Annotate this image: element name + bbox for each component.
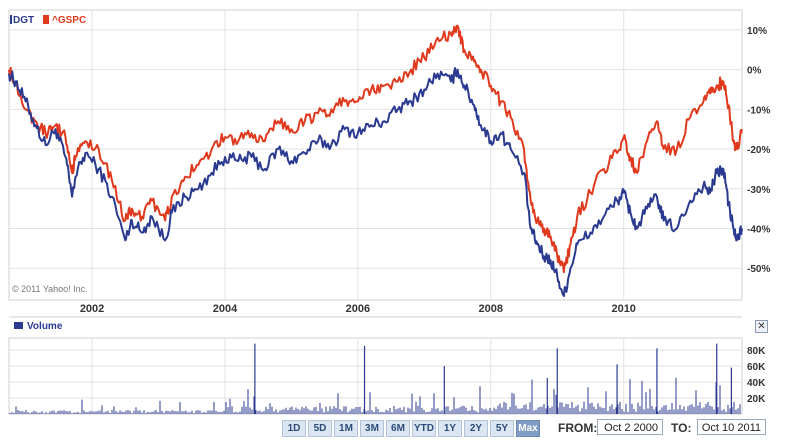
y-tick-label: -40%: [747, 224, 770, 235]
range-button-max[interactable]: Max: [516, 420, 540, 437]
range-button-1y[interactable]: 1Y: [438, 420, 462, 437]
legend-gspc: ^GSPC: [52, 15, 86, 26]
range-button-2y[interactable]: 2Y: [464, 420, 488, 437]
to-date-input[interactable]: Oct 10 2011: [697, 419, 766, 435]
range-button-3m[interactable]: 3M: [360, 420, 384, 437]
main-plot-area: [8, 9, 743, 301]
volume-plot-area: [8, 337, 743, 415]
range-button-5y[interactable]: 5Y: [490, 420, 514, 437]
legend-dgt: DGT: [13, 15, 34, 26]
legend-swatch-gspc: [43, 15, 49, 24]
to-label: TO:: [671, 421, 692, 435]
x-tick-label: 2010: [611, 303, 635, 315]
y-tick-label: 10%: [747, 26, 767, 37]
range-button-1d[interactable]: 1D: [282, 420, 306, 437]
x-tick-label: 2008: [479, 303, 503, 315]
range-button-5d[interactable]: 5D: [308, 420, 332, 437]
x-tick-label: 2006: [346, 303, 370, 315]
range-button-1m[interactable]: 1M: [334, 420, 358, 437]
volume-y-tick-label: 80K: [747, 346, 766, 357]
series-line-gspc: [8, 24, 743, 274]
range-selector: 1D 5D 1M 3M 6M YTD 1Y 2Y 5Y Max: [282, 420, 540, 437]
copyright-text: © 2011 Yahoo! Inc.: [12, 284, 88, 294]
volume-legend-swatch: [14, 322, 23, 329]
legend-swatch-dgt: [10, 15, 12, 24]
volume-y-tick-label: 20K: [747, 394, 766, 405]
series-line-dgt: [8, 67, 743, 297]
x-tick-label: 2002: [80, 303, 104, 315]
y-tick-label: -50%: [747, 264, 770, 275]
from-date-input[interactable]: Oct 2 2000: [597, 419, 663, 435]
close-volume-button[interactable]: ✕: [755, 320, 768, 333]
from-label: FROM:: [558, 421, 598, 435]
y-tick-label: -20%: [747, 145, 770, 156]
range-button-6m[interactable]: 6M: [386, 420, 410, 437]
range-button-ytd[interactable]: YTD: [412, 420, 436, 437]
volume-y-tick-label: 60K: [747, 362, 766, 373]
y-tick-label: -10%: [747, 105, 770, 116]
y-tick-label: 0%: [747, 66, 762, 77]
y-tick-label: -30%: [747, 185, 770, 196]
x-tick-label: 2004: [213, 303, 238, 315]
volume-y-tick-label: 40K: [747, 378, 766, 389]
volume-label: Volume: [27, 321, 63, 332]
